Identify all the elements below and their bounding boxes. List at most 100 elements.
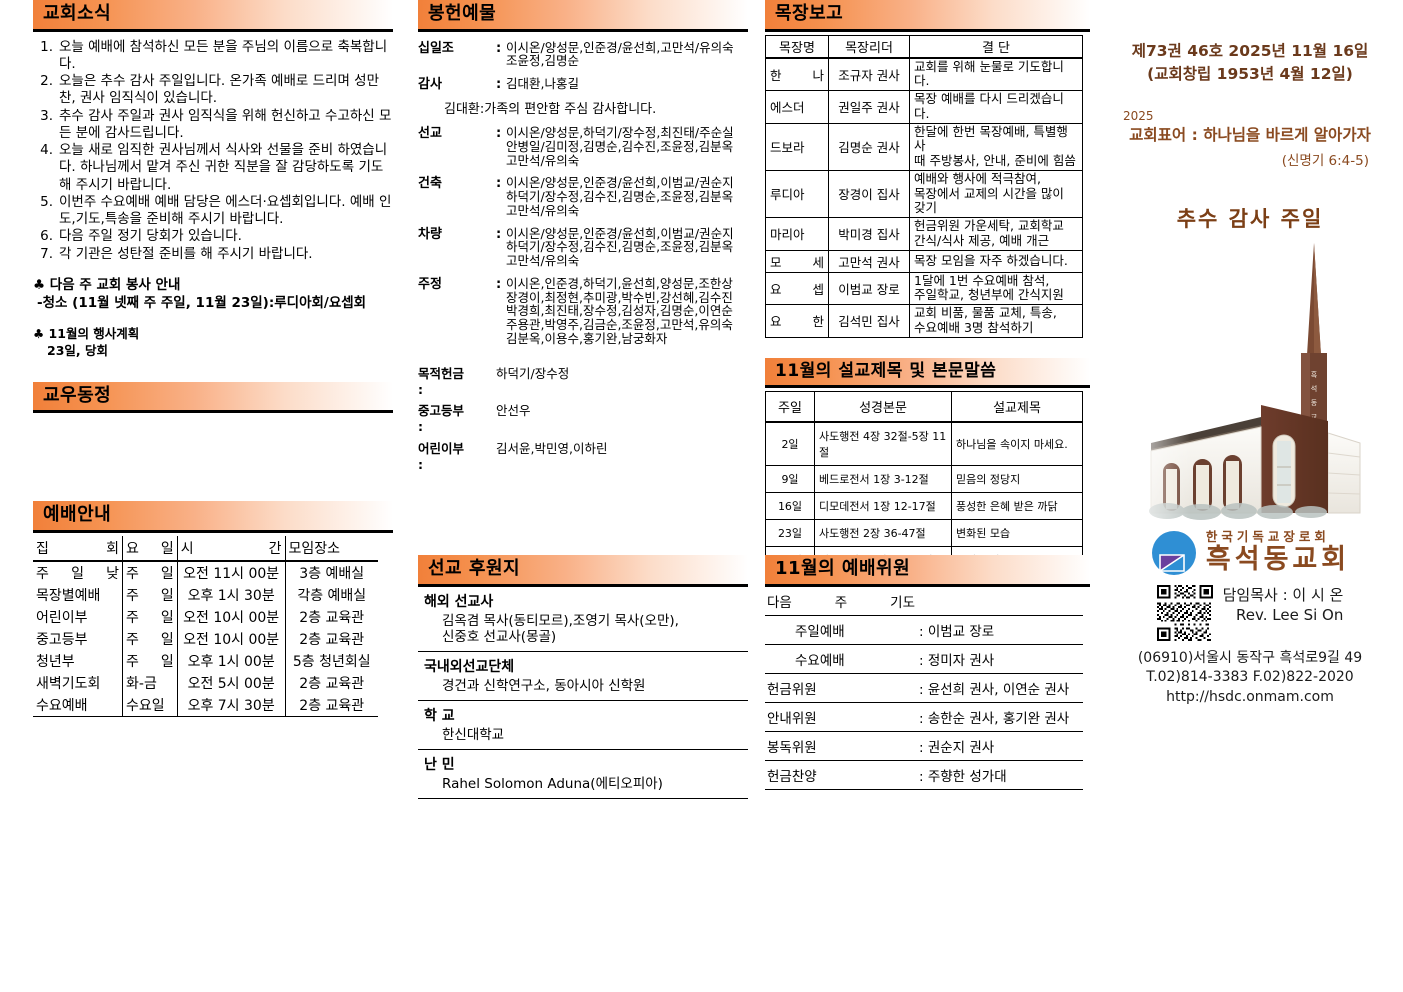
committee-value: : 송한순 권사, 홍기완 권사 xyxy=(917,702,1083,732)
table-body: 2일 사도행전 4장 32절-5장 11절 하나님을 속이지 마세요. 9일 베드로전서… xyxy=(765,421,1083,574)
offering-name-line: 장경이,최정현,추미광,박수빈,강선혜,김수진 xyxy=(506,289,733,305)
mokjang-col-header: 목장명 xyxy=(765,34,829,59)
offering-note: 김대환:가족의 편안함 주심 감사합니다. xyxy=(444,102,657,118)
mokjang-name: 모 세 xyxy=(765,249,829,273)
sermon-col-header: 주일 xyxy=(765,390,815,423)
offering-colon: : xyxy=(496,126,502,142)
section-divider xyxy=(418,28,748,32)
sermon-scripture: 디모데전서 1장 12-17절 xyxy=(814,491,952,520)
section-divider xyxy=(765,583,1090,587)
worship-day: 주 일 xyxy=(122,649,178,672)
news-item-text: 이번주 수요예배 예배 담당은 에스더·요셉회입니다. 예배 인도,기도,특송을… xyxy=(59,193,392,228)
table-row: 요 한 김석민 집사 교회 비품, 물품 교체, 특송, 수요예배 3명 참석하기 xyxy=(765,304,1083,338)
mokjang-leader: 고만석 권사 xyxy=(828,249,910,273)
church-building-svg: 흑석 동교회 xyxy=(1115,234,1385,525)
church-news-list: 1. 오늘 예배에 참석하신 모든 분을 주님의 이름으로 축복합니다. 2. 오늘은… xyxy=(33,39,393,263)
mokjang-name: 루디아 xyxy=(765,169,829,219)
news-item-number: 7. xyxy=(40,245,53,262)
offering-name-line: 이시온/양성문,인준경/윤선희,이범교/권순지 xyxy=(506,225,734,241)
offering-group: 선교: 이시온/양성문,하덕기/장수정,최진태/주순실 안병일/김미정,김명순,김수… xyxy=(418,126,748,167)
phone-line: T.02)814-3383 F.02)822-2020 xyxy=(1146,669,1354,686)
mokjang-leader: 김석민 집사 xyxy=(828,304,910,338)
news-item-number: 3. xyxy=(40,107,53,124)
mission-group-heading: 해외 선교사 xyxy=(424,593,494,610)
offering-names: 이시온/양성문,인준경/윤선희,이범교/권순지 하덕기/장수정,김수진,김명순,조… xyxy=(506,176,748,217)
worship-meeting: 목장별예배 xyxy=(33,583,124,606)
offering-small-colon: : xyxy=(418,456,423,472)
worship-col-header: 모임장소 xyxy=(285,535,378,562)
pastor-name-en: Rev. Lee Si On xyxy=(1236,605,1344,624)
mokjang-report-table: 목장명 목장리더 결 단 한 나 조규자 권사 교회를 위해 눈물로 기도합니다. 에스더… xyxy=(765,34,1083,338)
committee-value: : 정미자 권사 xyxy=(917,644,1083,674)
mokjang-name: 에스더 xyxy=(765,90,829,124)
section-offering: 봉헌예물 십일조: 이시온/양성문,인준경/윤선희,고만석/유의숙 조윤정,김명순 감… xyxy=(418,0,748,473)
news-item-number: 6. xyxy=(40,228,53,245)
worship-col-header: 집 회 xyxy=(33,535,124,562)
offering-group: 감사: 김대환,나홍길 xyxy=(418,77,748,92)
offering-label: 감사 xyxy=(418,77,442,92)
mission-group-body: 경건과 신학연구소, 동아시아 신학원 xyxy=(418,678,748,695)
mokjang-leader: 이범교 장로 xyxy=(828,271,910,305)
offering-names: 이시온/양성문,인준경/윤선희,고만석/유의숙 조윤정,김명순 xyxy=(506,40,748,69)
founding-line: (교회창립 1953년 4월 12일) xyxy=(1147,65,1353,84)
news-item-number: 2. xyxy=(40,73,53,90)
table-row: 요 셉 이범교 장로 1달에 1번 수요예배 참석, 주일학교, 청년부에 간식지원 xyxy=(765,271,1083,305)
offering-small-label: 중고등부: xyxy=(418,403,465,435)
sermon-title: 풍성한 은혜 받은 까닭 xyxy=(951,491,1083,520)
mission-body-line: 한신대학교 xyxy=(442,727,505,744)
mokjang-col-header: 결 단 xyxy=(909,34,1083,59)
committee-row: 봉독위원: 권순지 권사 xyxy=(765,731,1083,761)
worship-day: 수요일 xyxy=(122,693,178,717)
decision-line: 한달에 한번 목장예배, 특별행사 xyxy=(914,123,1068,154)
worship-time: 오후 1시 30분 xyxy=(177,583,286,606)
slogan-scripture-ref: (신명기 6:4-5) xyxy=(1281,152,1369,169)
mokjang-decision: 헌금위원 가운세탁, 교회학교 간식/식사 제공, 예배 개근 xyxy=(909,217,1083,251)
website-link[interactable]: http://hsdc.onmam.com xyxy=(1166,688,1334,705)
mission-group: 국내외선교단체 경건과 신학연구소, 동아시아 신학원 xyxy=(418,652,748,702)
table-row: 모 세 고만석 권사 목장 모임을 자주 하겠습니다. xyxy=(765,249,1083,273)
section-title-offering: 봉헌예물 xyxy=(418,0,748,29)
sermon-title: 변화된 모습 xyxy=(951,518,1083,547)
qr-code-icon[interactable] xyxy=(1156,584,1213,641)
section-divider xyxy=(33,410,393,414)
table-row: 23일 사도행전 2장 36-47절 변화된 모습 xyxy=(765,518,1083,547)
issue-line: 제73권 46호 2025년 11월 16일 xyxy=(1131,42,1369,60)
table-row: 에스더 권일주 권사 목장 예배를 다시 드리겠습니다. xyxy=(765,90,1083,124)
table-body: 다음 주 기도 주일예배: 이범교 장로 수요예배: 정미자 권사 헌금위원: 윤선희… xyxy=(765,586,1083,790)
column-masthead: 제73권 46호 2025년 11월 16일 (교회창립 1953년 4월 12… xyxy=(1105,40,1395,707)
committee-label: 헌금위원 xyxy=(765,673,917,703)
table-row: 새벽기도회 화-금 오전 5시 00분 2층 교육관 xyxy=(33,671,378,694)
offering-label: 건축 xyxy=(418,176,442,192)
offering-group: 십일조: 이시온/양성문,인준경/윤선희,고만석/유의숙 조윤정,김명순 xyxy=(418,40,748,69)
column-offering: 봉헌예물 십일조: 이시온/양성문,인준경/윤선희,고만석/유의숙 조윤정,김명순 감… xyxy=(418,0,748,799)
committee-value: : 권순지 권사 xyxy=(917,731,1083,761)
mission-body-line: Rahel Solomon Aduna(에티오피아) xyxy=(442,776,663,792)
worship-place: 2층 교육관 xyxy=(285,693,378,717)
slogan-text: 교회표어 : 하나님을 바르게 알아가자 xyxy=(1129,125,1371,144)
news-item-text: 오늘은 추수 감사 주일입니다. 온가족 예배로 드리며 성만찬, 권사 임직식… xyxy=(59,73,379,107)
committee-label: 다음 주 기도 xyxy=(765,586,917,616)
mission-group-body: 김옥겸 목사(동티모르),조영기 목사(오만), 신중호 선교사(몽골) xyxy=(418,613,748,647)
mokjang-leader: 김명순 권사 xyxy=(828,122,910,171)
sermon-col-header: 성경본문 xyxy=(814,390,952,423)
worship-day: 주 일 xyxy=(122,605,178,628)
worship-day: 주 일 xyxy=(122,583,178,606)
table-row: 한 나 조규자 권사 교회를 위해 눈물로 기도합니다. xyxy=(765,57,1083,91)
news-item: 6. 다음 주일 정기 당회가 있습니다. xyxy=(33,228,393,245)
mokjang-decision: 교회 비품, 물품 교체, 특송, 수요예배 3명 참석하기 xyxy=(909,304,1083,338)
decision-line: 1달에 1번 수요예배 참석, xyxy=(914,272,1050,288)
worship-time: 오전 5시 00분 xyxy=(177,671,286,694)
offering-label: 십일조 xyxy=(418,40,454,56)
offering-small-list: 목적헌금: 하덕기/장수정 중고등부: 안선우 어린이부: 김서윤,박민영,이하린 xyxy=(418,366,748,474)
section-church-news: 교회소식 1. 오늘 예배에 참석하신 모든 분을 주님의 이름으로 축복합니다.… xyxy=(33,0,393,360)
mission-group: 난 민 Rahel Solomon Aduna(에티오피아) xyxy=(418,750,748,799)
mokjang-leader: 권일주 권사 xyxy=(828,90,910,124)
decision-line: 간식/식사 제공, 예배 개근 xyxy=(914,232,1050,248)
table-row: 중고등부 주 일 오전 10시 00분 2층 교육관 xyxy=(33,627,378,650)
event-plan-body: 23일, 당회 xyxy=(47,342,108,358)
committee-value xyxy=(917,586,1083,616)
sermon-schedule-table: 주일 성경본문 설교제목 2일 사도행전 4장 32절-5장 11절 하나님을 속이지 … xyxy=(765,390,1083,574)
